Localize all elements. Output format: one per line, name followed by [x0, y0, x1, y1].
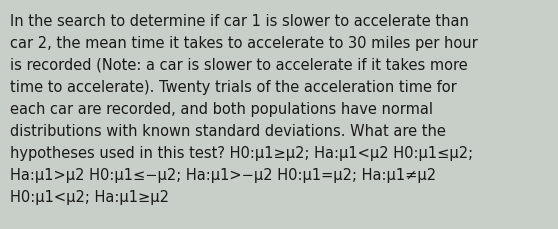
Text: Ha:μ1>μ2 H0:μ1≤−μ2; Ha:μ1>−μ2 H0:μ1=μ2; Ha:μ1≠μ2: Ha:μ1>μ2 H0:μ1≤−μ2; Ha:μ1>−μ2 H0:μ1=μ2; … [10, 167, 436, 182]
Text: distributions with known standard deviations. What are the: distributions with known standard deviat… [10, 123, 446, 138]
Text: is recorded (Note: a car is slower to accelerate if it takes more: is recorded (Note: a car is slower to ac… [10, 58, 468, 73]
Text: In the search to determine if car 1 is slower to accelerate than: In the search to determine if car 1 is s… [10, 14, 469, 29]
Text: hypotheses used in this test? H0:μ1≥μ2; Ha:μ1<μ2 H0:μ1≤μ2;: hypotheses used in this test? H0:μ1≥μ2; … [10, 145, 473, 160]
Text: car 2, the mean time it takes to accelerate to 30 miles per hour: car 2, the mean time it takes to acceler… [10, 36, 478, 51]
Text: time to accelerate). Twenty trials of the acceleration time for: time to accelerate). Twenty trials of th… [10, 80, 457, 95]
Text: each car are recorded, and both populations have normal: each car are recorded, and both populati… [10, 101, 433, 117]
Text: H0:μ1<μ2; Ha:μ1≥μ2: H0:μ1<μ2; Ha:μ1≥μ2 [10, 189, 169, 204]
